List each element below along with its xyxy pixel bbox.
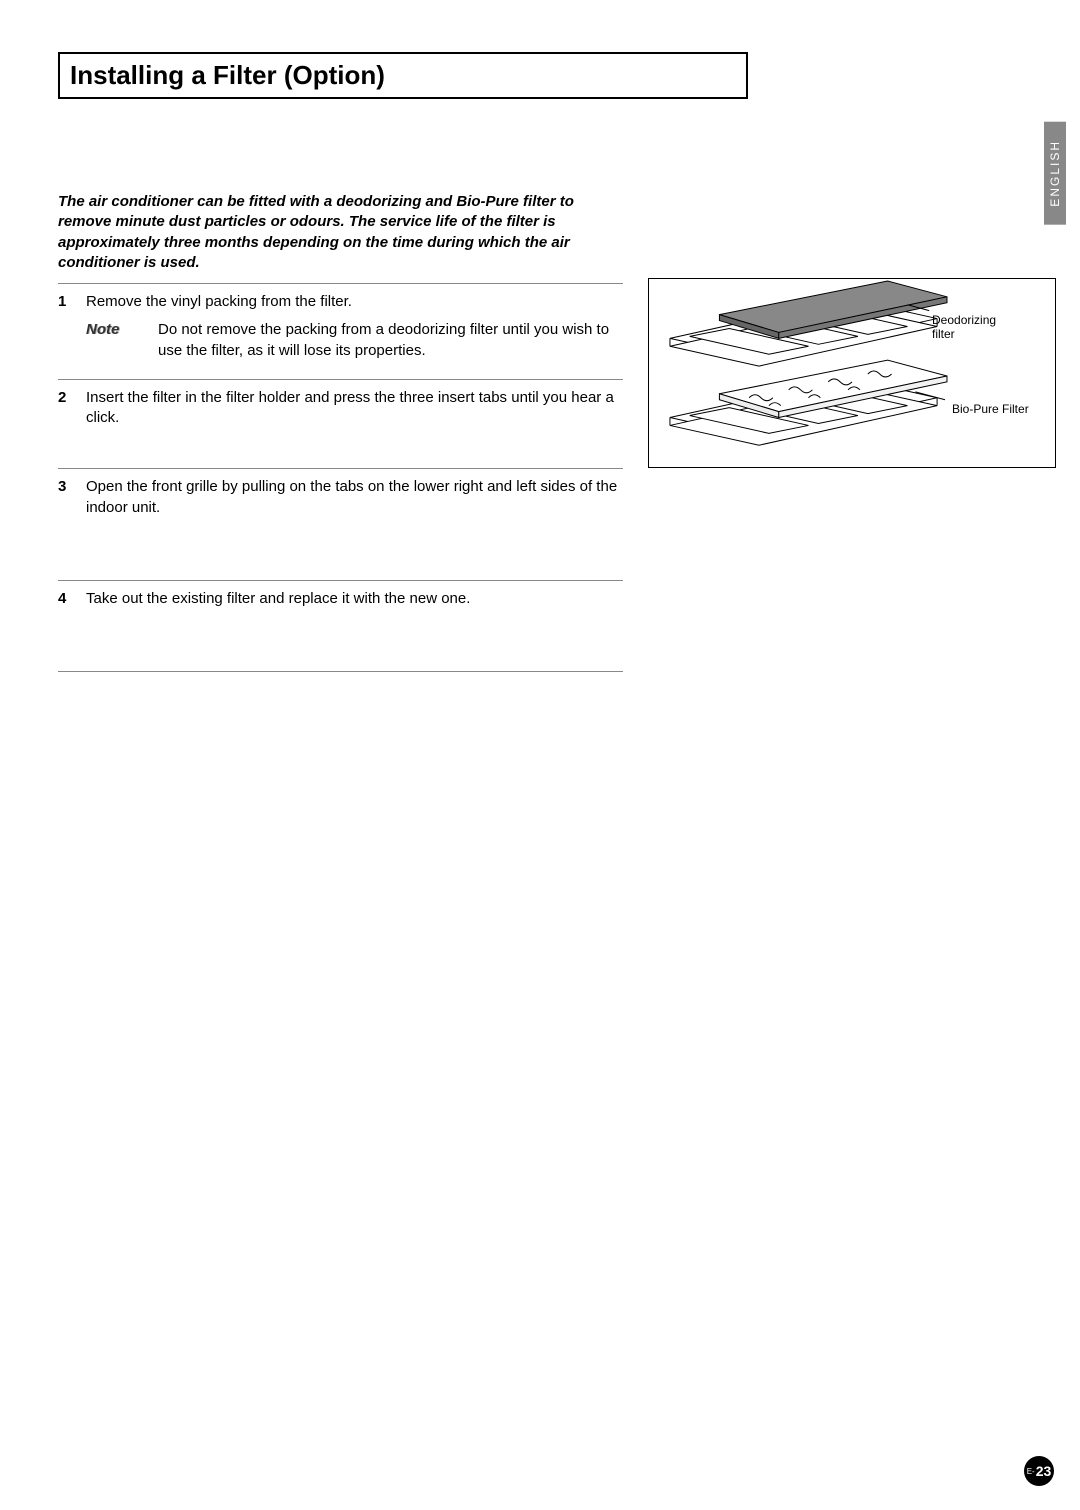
note-label: Note bbox=[86, 320, 158, 361]
intro-paragraph: The air conditioner can be fitted with a… bbox=[58, 192, 623, 284]
step-number: 4 bbox=[58, 589, 86, 609]
title-box: Installing a Filter (Option) bbox=[58, 52, 748, 99]
step-number: 1 bbox=[58, 292, 86, 361]
step-text: Open the front grille by pulling on the … bbox=[86, 477, 623, 518]
step-text: Take out the existing filter and replace… bbox=[86, 589, 623, 609]
note-row: Note Do not remove the packing from a de… bbox=[86, 320, 623, 361]
step-2: 2 Insert the filter in the filter holder… bbox=[58, 380, 623, 470]
filter-diagram-svg bbox=[649, 279, 1055, 467]
step-body: Remove the vinyl packing from the filter… bbox=[86, 292, 623, 361]
step-3: 3 Open the front grille by pulling on th… bbox=[58, 469, 623, 581]
step-1: 1 Remove the vinyl packing from the filt… bbox=[58, 284, 623, 380]
page-title: Installing a Filter (Option) bbox=[70, 60, 736, 91]
filter-diagram bbox=[648, 278, 1056, 468]
step-number: 3 bbox=[58, 477, 86, 518]
page-prefix: E- bbox=[1027, 1467, 1035, 1476]
content-column: The air conditioner can be fitted with a… bbox=[58, 192, 623, 672]
note-text: Do not remove the packing from a deodori… bbox=[158, 320, 623, 361]
page-number: 23 bbox=[1036, 1463, 1052, 1479]
step-4: 4 Take out the existing filter and repla… bbox=[58, 581, 623, 672]
step-number: 2 bbox=[58, 388, 86, 429]
page-number-badge: E- 23 bbox=[1024, 1456, 1054, 1486]
step-text: Insert the filter in the filter holder a… bbox=[86, 388, 623, 429]
step-text: Remove the vinyl packing from the filter… bbox=[86, 293, 352, 310]
diagram-label-deodorizing: Deodorizing filter bbox=[932, 313, 1022, 342]
diagram-label-biopure: Bio-Pure Filter bbox=[952, 402, 1062, 416]
language-tab: ENGLISH bbox=[1044, 122, 1066, 225]
